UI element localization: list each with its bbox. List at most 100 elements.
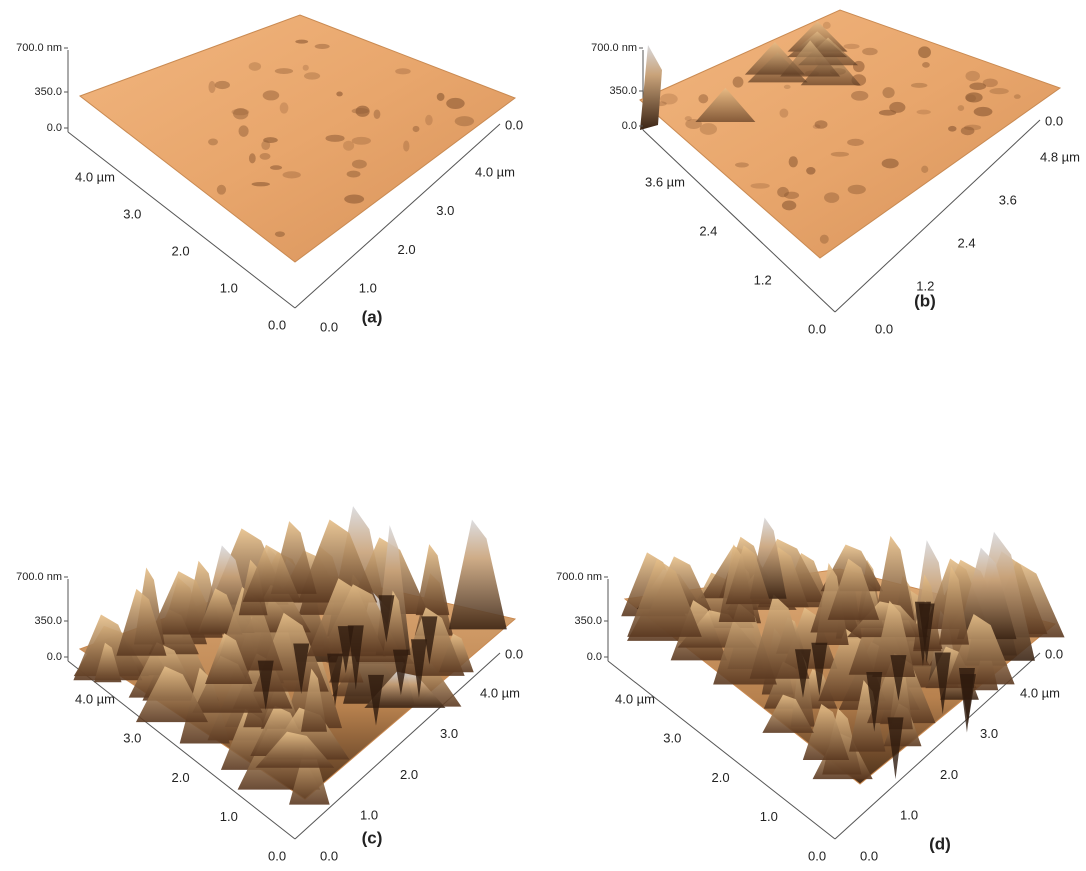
surface-valley	[959, 674, 976, 725]
surface-pit	[346, 170, 361, 178]
surface-peak	[255, 731, 335, 768]
surface-pit	[732, 76, 744, 88]
surface-pit	[960, 126, 975, 136]
surface-pit	[862, 47, 878, 56]
surface-peak	[815, 562, 849, 645]
right-tick-label: 1.0	[900, 808, 918, 823]
surface-peak	[849, 680, 886, 752]
right-tick-label: 2.0	[398, 242, 416, 257]
surface-pit	[454, 116, 475, 127]
right-tick-label: 0.0	[505, 646, 523, 661]
surface-pit	[847, 184, 866, 195]
surface-pit	[233, 108, 249, 120]
surface-peak	[640, 45, 662, 130]
left-tick-label: 2.0	[712, 770, 730, 785]
surface-pit	[325, 134, 345, 142]
right-axis	[294, 652, 501, 840]
surface-pit	[735, 162, 749, 168]
surface-peak	[802, 703, 850, 761]
left-tick-label: 2.0	[172, 243, 190, 258]
panel-label: (a)	[362, 307, 383, 326]
surface-pit	[208, 81, 216, 94]
surface-peak	[957, 547, 1017, 640]
z-tick-label: 350.0	[34, 615, 62, 627]
surface-pit	[982, 78, 998, 88]
surface-pit	[957, 105, 965, 111]
surface-pit	[777, 186, 789, 198]
surface-pit	[847, 138, 864, 146]
surface-pit	[910, 82, 928, 88]
surface-peak	[205, 633, 253, 684]
left-tick-label: 3.6 µm	[645, 174, 685, 189]
surface-peak	[135, 666, 209, 723]
surface-pit	[351, 136, 371, 145]
right-tick-label: 0.0	[860, 848, 878, 863]
right-tick-label: 4.0 µm	[1020, 685, 1060, 700]
surface-pit	[814, 120, 828, 129]
surface-pit	[436, 92, 445, 101]
left-tick-label: 2.0	[172, 770, 190, 785]
surface-pit	[824, 192, 840, 203]
surface-peak	[93, 642, 122, 683]
surface-pit	[812, 124, 821, 129]
right-tick-label: 0.0	[320, 319, 338, 334]
surface-pit	[355, 105, 370, 117]
left-tick-label: 3.0	[123, 206, 141, 221]
afm-panel: 700.0 nm 350.0 0.0 4.0 µm 3.0 2.0 1.0 0.0 0.0 4.0…	[556, 517, 1065, 863]
left-tick-label: 4.0 µm	[75, 691, 115, 706]
surface-pit	[788, 156, 798, 168]
right-tick-label: 1.2	[916, 278, 934, 293]
surface-pit	[344, 194, 365, 204]
surface-pit	[1013, 94, 1021, 99]
left-tick-label: 1.2	[754, 272, 772, 287]
left-tick-label: 0.0	[268, 848, 286, 863]
surface-peak	[242, 544, 301, 602]
afm-panel: 700.0 nm 350.0 0.0 4.0 µm 3.0 2.0 1.0 0.0 0.0 4.0…	[16, 506, 523, 863]
surface-pit	[261, 140, 271, 151]
surface-pit	[889, 101, 906, 113]
surface-pit	[373, 109, 381, 119]
surface-pit	[274, 68, 294, 74]
surface-peak	[289, 745, 330, 805]
surface-pit	[412, 125, 420, 133]
right-tick-label: 0.0	[1045, 646, 1063, 661]
z-tick-label: 350.0	[574, 615, 602, 627]
left-tick-label: 1.0	[760, 809, 778, 824]
surface-valley	[421, 616, 438, 665]
surface-pit	[259, 153, 271, 160]
surface-pit	[916, 109, 931, 115]
panel-label: (d)	[929, 834, 951, 853]
surface-pit	[684, 116, 692, 122]
surface-pit	[425, 114, 433, 126]
surface-pit	[351, 159, 367, 169]
surface-pit	[989, 88, 1009, 95]
surface-pit	[965, 70, 980, 82]
surface-pit	[446, 97, 465, 109]
surface-pit	[819, 234, 829, 244]
surface-peak	[364, 671, 446, 708]
surface-pit	[830, 151, 850, 157]
left-tick-label: 1.0	[220, 280, 238, 295]
z-tick-label: 350.0	[34, 86, 62, 98]
surface-pit	[270, 165, 283, 170]
surface-pit	[878, 109, 897, 116]
surface-pit	[881, 158, 899, 169]
surface-valley	[392, 649, 409, 696]
surface	[78, 14, 517, 263]
z-tick-label: 700.0 nm	[16, 42, 62, 54]
left-axis	[67, 660, 296, 840]
surface-pit	[395, 68, 411, 75]
afm-panel: 700.0 nm 350.0 0.0 3.6 µm 2.4 1.2 0.0 0.0 4.8 µm…	[591, 9, 1080, 336]
right-tick-label: 1.0	[359, 281, 377, 296]
right-axis	[294, 123, 501, 309]
surface-pit	[783, 84, 791, 90]
surface-pit	[279, 102, 289, 114]
surface-pit	[262, 90, 280, 101]
surface-peak	[382, 590, 408, 657]
left-tick-label: 0.0	[808, 848, 826, 863]
left-axis	[642, 129, 836, 313]
right-tick-label: 3.0	[436, 203, 454, 218]
surface-valley	[934, 652, 951, 715]
surface-peak	[300, 668, 328, 732]
surface-pit	[779, 108, 789, 118]
